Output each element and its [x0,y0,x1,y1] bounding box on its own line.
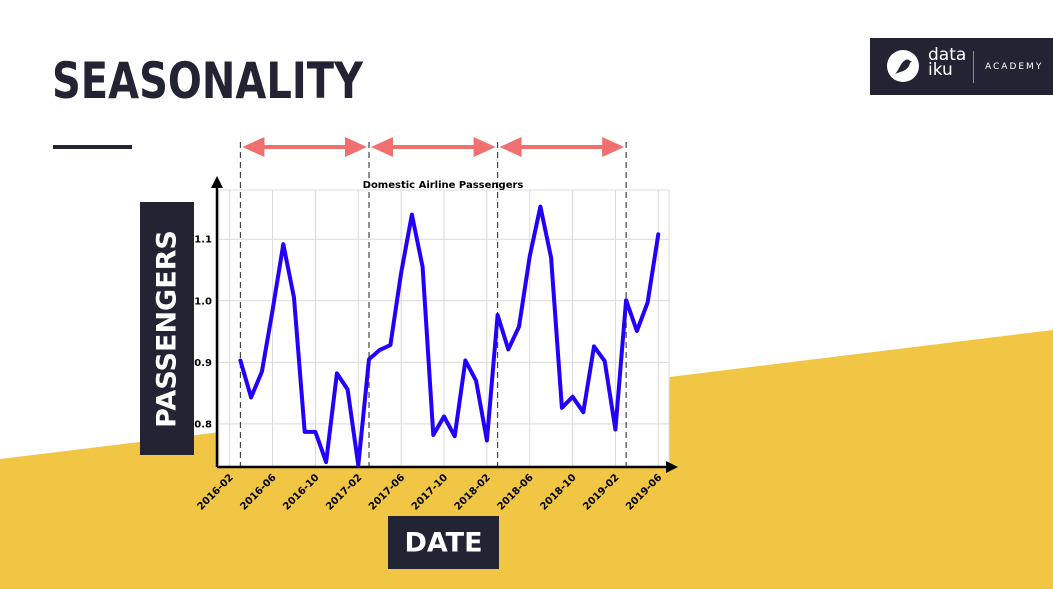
x-tick-label: 2019-02 [581,472,621,512]
x-tick-label: 2017-10 [410,472,450,512]
y-tick-labels: 0.8 0.9 1.0 1.1 [194,235,212,431]
x-tick-label: 2017-06 [367,472,407,512]
y-axis-label-box: PASSENGERS [140,202,194,455]
arrow-head-right [602,137,625,157]
series-line [238,204,661,468]
y-tick-label: 1.1 [194,235,212,246]
x-tick-label: 2018-10 [538,472,578,512]
season-period-arrow [242,137,367,157]
x-axis-label-box: DATE [388,516,499,569]
y-axis-arrowhead [211,176,223,188]
arrow-head-right [345,137,367,157]
arrow-head-right [473,137,496,157]
x-tick-label: 2018-02 [453,472,493,512]
arrow-head-left [371,137,393,157]
x-axis-arrowhead [666,461,678,473]
slide-title: SEASONALITY [52,52,363,110]
title-underline [53,145,132,149]
arrow-head-left [242,137,265,157]
x-axis-label: DATE [404,527,483,558]
x-tick-label: 2018-06 [496,472,536,512]
y-tick-label: 0.8 [194,419,212,430]
y-tick-label: 1.0 [194,296,212,307]
x-tick-label: 2016-06 [238,472,278,512]
x-tick-label: 2019-06 [624,472,664,512]
dataiku-academy-logo: data iku ACADEMY [870,38,1053,95]
season-period-arrow [371,137,496,157]
x-tick-label: 2016-10 [281,472,321,512]
arrow-head-left [499,137,522,157]
logo-tagline: ACADEMY [985,62,1044,72]
season-period-arrow [499,137,625,157]
chart-title: Domestic Airline Passengers [363,180,524,191]
x-tick-labels: 2016-02 2016-06 2016-10 2017-02 2017-06 2017-… [196,472,665,512]
season-markers [239,137,627,467]
x-tick-label: 2017-02 [324,472,364,512]
bird-logo-icon [887,50,919,82]
y-axis-label: PASSENGERS [151,229,183,428]
x-tick-label: 2016-02 [196,472,236,512]
data-series [238,204,661,468]
gridlines [219,190,669,467]
axes [211,176,678,473]
logo-wordmark-line1: data [928,45,967,65]
logo-wordmark-line2: iku [928,60,953,80]
y-tick-label: 0.9 [194,358,212,369]
logo-divider [973,51,974,83]
logo-wordmark: data iku [928,45,967,80]
